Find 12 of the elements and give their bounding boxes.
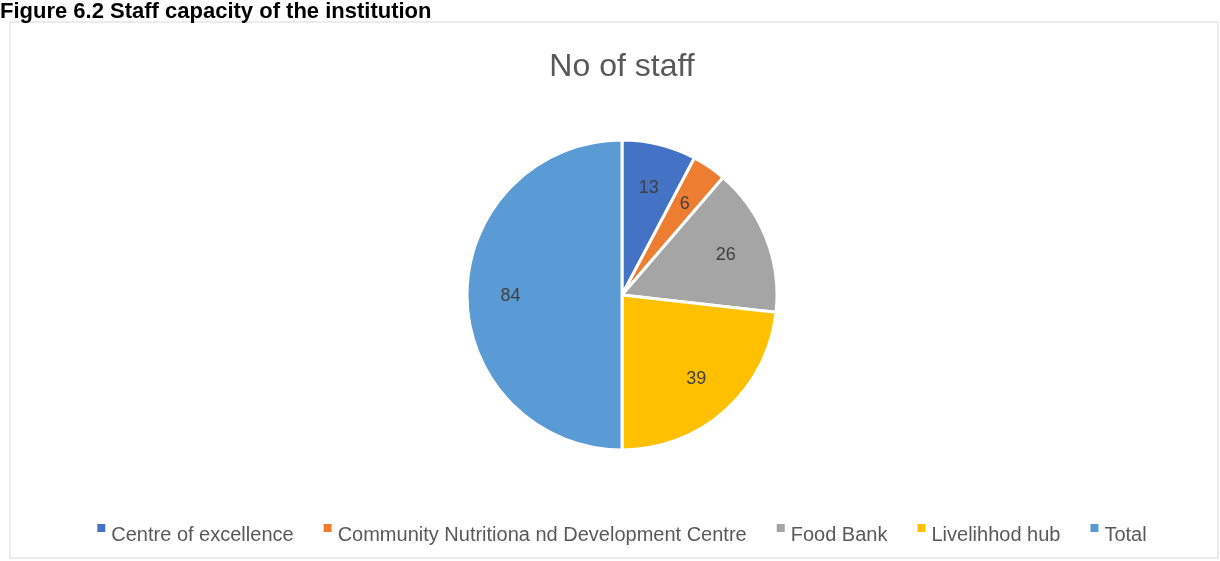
legend-label: Livelihhod hub [931,523,1061,545]
legend-label: Food Bank [790,523,889,545]
data-label: 26 [715,244,736,265]
data-label: 84 [500,285,521,305]
data-label: 13 [638,176,659,197]
chart-title: No of staff [549,47,695,83]
caption: Figure 6.2 Staff capacity of the institution [0,0,432,23]
data-label: 6 [679,192,690,213]
legend-label: Centre of excellence [111,523,294,545]
legend-label: Total [1104,523,1147,545]
legend-label: Community Nutritiona nd Development Centre [337,523,747,545]
data-label: 39 [686,368,707,389]
